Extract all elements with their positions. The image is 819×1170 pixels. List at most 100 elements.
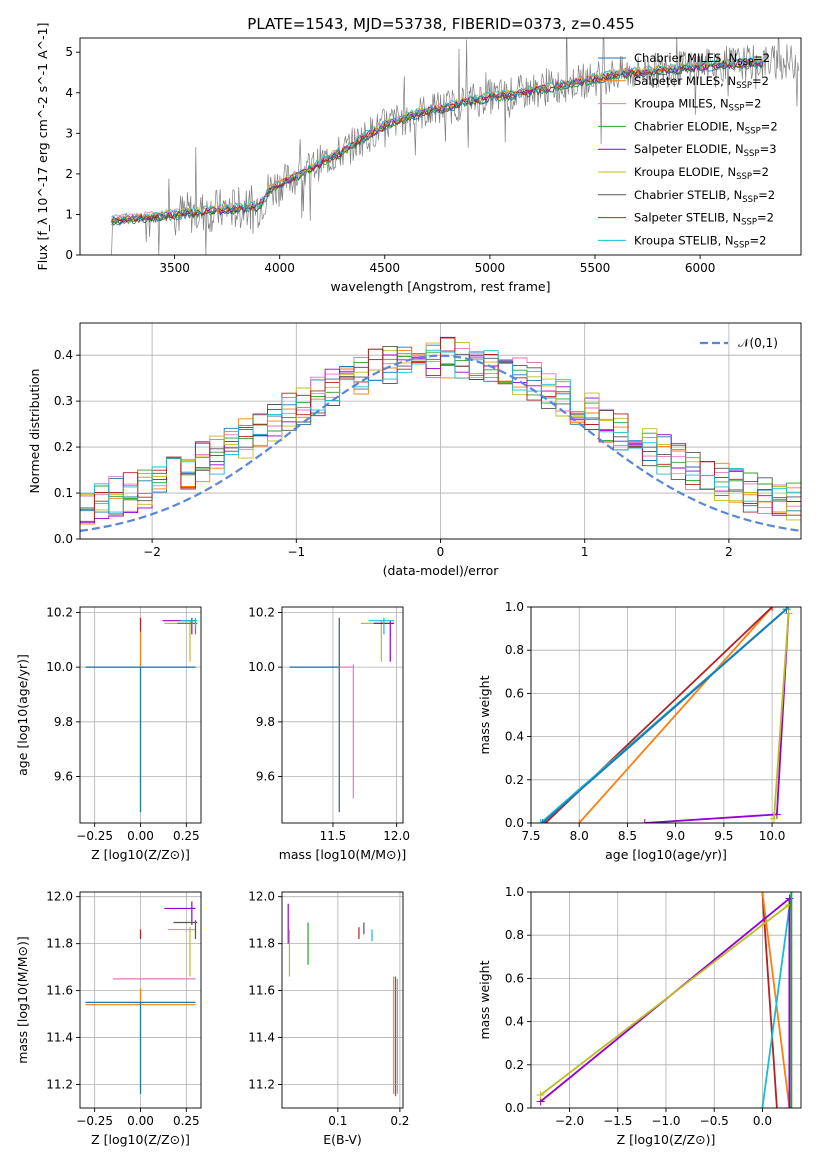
x-tick-label: 0.25 <box>173 829 200 843</box>
legend-subscript: SSP <box>736 81 752 91</box>
normal-reference-curve <box>80 354 801 532</box>
y-tick-label: 0.6 <box>505 686 524 700</box>
legend-value: =2 <box>758 188 775 202</box>
weight-line <box>761 892 793 1108</box>
y-tick-label: 11.4 <box>46 1031 73 1045</box>
y-tick-label: 1.0 <box>505 600 524 614</box>
x-tick-label: −0.25 <box>76 829 113 843</box>
x-tick-label: 4000 <box>264 261 295 275</box>
y-tick-label: 3 <box>65 126 73 140</box>
legend-entry: Salpeter STELIB, NSSP=2 <box>634 211 774 228</box>
y-tick-label: 4 <box>65 86 73 100</box>
weight_vs_age-frame <box>530 606 802 824</box>
x-tick-label: 8.5 <box>618 829 637 843</box>
spectrum-frame <box>79 37 802 256</box>
x-tick-label: 12.0 <box>383 829 410 843</box>
x-axis-label: Z [log10(Z/Z⊙)] <box>617 1132 716 1147</box>
y-tick-label: 9.6 <box>256 770 275 784</box>
x-tick-label: 5000 <box>475 261 506 275</box>
legend-subscript: SSP <box>741 218 757 228</box>
residuals-panel: 𝒩(0,1) −2 −1 0 1 2 0.0 0.1 0.2 0.3 0.4 (data-model)… <box>27 322 802 578</box>
x-tick-label: 8.0 <box>570 829 589 843</box>
y-tick-label: 0 <box>65 248 73 262</box>
y-tick-label: 0.2 <box>505 773 524 787</box>
y-tick-label: 11.4 <box>248 1031 275 1045</box>
y-tick-label: 0.8 <box>505 643 524 657</box>
y-axis-label: mass [log10(M/M⊙)] <box>15 936 30 1064</box>
weight_vs_age-marks <box>536 607 793 823</box>
y-tick-label: 11.6 <box>46 984 73 998</box>
legend-value: =2 <box>744 97 761 111</box>
legend-subscript: SSP <box>737 58 753 68</box>
x-tick-label: 0.1 <box>328 1114 347 1128</box>
x-axis-label: Z [log10(Z/Z⊙)] <box>91 847 190 862</box>
y-tick-label: 0.8 <box>505 928 524 942</box>
residuals-marks <box>80 336 801 532</box>
legend-subscript: SSP <box>729 104 745 114</box>
x-tick-label: 10.0 <box>759 829 786 843</box>
mass_vs_Z-panel: −0.25 0.00 0.25 11.2 11.4 11.6 11.8 12.0 Z [log1… <box>15 890 202 1147</box>
legend-value: =2 <box>752 74 769 88</box>
legend-subscript: SSP <box>742 195 758 205</box>
y-tick-label: 0.4 <box>54 348 73 362</box>
spectrum-title: PLATE=1543, MJD=53738, FIBERID=0373, z=0… <box>247 15 634 33</box>
y-axis-label: mass weight <box>477 960 492 1039</box>
x-axis-label: E(B-V) <box>323 1132 362 1147</box>
x-axis-label: Z [log10(Z/Z⊙)] <box>91 1132 190 1147</box>
y-axis-label: age [log10(age/yr)] <box>15 654 30 776</box>
x-tick-label: 3500 <box>159 261 190 275</box>
y-tick-label: 0.0 <box>505 1101 524 1115</box>
y-axis-label: Flux [f_λ 10^-17 erg cm^-2 s^-1 A^-1] <box>35 23 50 271</box>
mass_vs_Z-marks <box>85 901 198 1094</box>
legend-value: =2 <box>749 233 766 247</box>
x-tick-label: 1 <box>581 545 589 559</box>
weight-line <box>761 892 778 1108</box>
x-tick-label: 9.0 <box>666 829 685 843</box>
legend-subscript: SSP <box>734 240 750 250</box>
spectrum-panel: Chabrier MILES, NSSP=2 Salpeter MILES, NS… <box>35 23 802 294</box>
y-tick-label: 0.2 <box>54 440 73 454</box>
x-tick-label: −0.5 <box>700 1114 729 1128</box>
model-spectrum-line <box>111 58 764 223</box>
y-tick-label: 9.8 <box>256 715 275 729</box>
x-tick-label: 0.25 <box>173 1114 200 1128</box>
y-tick-label: 0.4 <box>505 730 524 744</box>
weight_vs_Z-marks <box>536 892 796 1108</box>
y-tick-label: 10.2 <box>248 605 275 619</box>
y-tick-label: 10.2 <box>46 605 73 619</box>
mass_vs_ebv-panel: 0.1 0.2 11.2 11.4 11.6 11.8 12.0 E(B-V) <box>248 890 409 1147</box>
x-tick-label: 0.2 <box>390 1114 409 1128</box>
legend-entry: Salpeter ELODIE, NSSP=3 <box>634 142 777 159</box>
spectrum-marks <box>111 38 800 255</box>
y-tick-label: 0.0 <box>54 532 73 546</box>
weight-line <box>761 892 791 1108</box>
legend-entry: Kroupa ELODIE, NSSP=2 <box>634 165 769 182</box>
y-tick-label: 0.4 <box>505 1015 524 1029</box>
legend-entry: 𝒩(0,1) <box>738 336 778 350</box>
x-tick-label: 2 <box>725 545 733 559</box>
x-tick-label: −1 <box>287 545 305 559</box>
legend-value: =2 <box>757 211 774 225</box>
y-tick-label: 0.0 <box>505 816 524 830</box>
legend-value: =2 <box>753 51 770 65</box>
x-tick-label: −2.0 <box>555 1114 584 1128</box>
mass_vs_ebv-marks <box>287 903 399 1097</box>
y-tick-label: 12.0 <box>248 890 275 904</box>
y-axis-label: Normed distribution <box>27 369 42 494</box>
legend-subscript: SSP <box>736 172 752 182</box>
x-tick-label: 7.5 <box>521 829 540 843</box>
y-tick-label: 0.3 <box>54 394 73 408</box>
x-tick-label: 0.00 <box>127 1114 154 1128</box>
legend-value: =2 <box>761 119 778 133</box>
x-tick-label: 5500 <box>580 261 611 275</box>
legend-entry: Chabrier STELIB, NSSP=2 <box>634 188 775 205</box>
x-tick-label: −2 <box>143 545 161 559</box>
y-tick-label: 11.8 <box>46 937 73 951</box>
y-tick-label: 5 <box>65 45 73 59</box>
legend-value: =2 <box>752 165 769 179</box>
weight-line <box>773 613 790 819</box>
legend-entry: Salpeter MILES, NSSP=2 <box>634 74 769 91</box>
model-spectrum-line <box>111 60 764 227</box>
x-axis-label: mass [log10(M/M⊙)] <box>279 847 407 862</box>
